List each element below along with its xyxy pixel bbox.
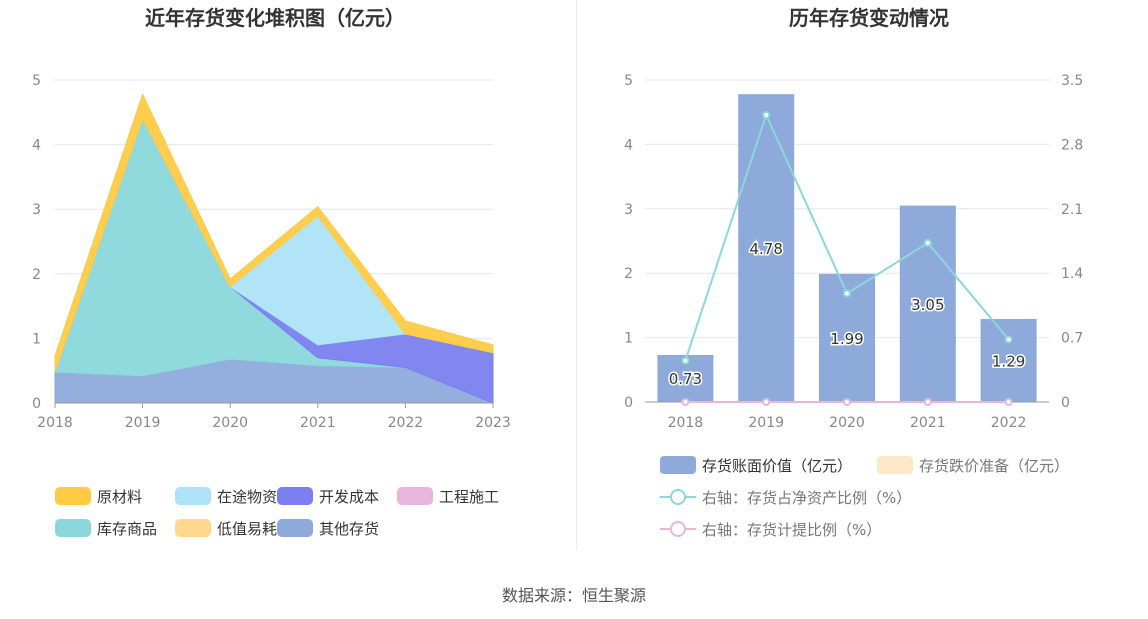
x-tick-label: 2019: [748, 415, 784, 431]
legend-swatch: [277, 519, 313, 537]
legend-label: 原材料: [97, 488, 142, 506]
legend-label: 工程施工: [439, 488, 499, 506]
line-point: [681, 398, 690, 406]
x-tick-label: 2021: [300, 415, 336, 431]
x-tick-label: 2020: [212, 415, 248, 431]
line-point: [681, 356, 690, 365]
x-tick-label: 2021: [910, 415, 946, 431]
bar-data-label: 1.99: [830, 330, 863, 348]
area-series: [54, 92, 494, 373]
y2-tick-label: 2.8: [1061, 137, 1083, 153]
y-tick-label: 1: [624, 331, 633, 347]
y-tick-label: 2: [32, 267, 41, 283]
line-point: [762, 110, 771, 119]
legend-swatch: [175, 519, 211, 537]
bar: [980, 318, 1037, 402]
bar: [899, 205, 956, 402]
bar-data-label: 3.05: [911, 296, 944, 314]
legend-label: 其他存货: [319, 520, 379, 538]
legend-marker: [670, 521, 686, 537]
bar-line-chart: 0 1 2 3 4 5 0 0.7 1.4 2.1 2.8 3.5 0.73 4.78 1.99 3.05 1.…: [624, 73, 1083, 539]
right-chart-title: 历年存货变动情况: [789, 6, 949, 30]
line-point: [762, 398, 771, 406]
x-tick-label: 2018: [668, 415, 704, 431]
bar-data-label: 1.29: [992, 352, 1025, 370]
legend-label: 存货跌价准备（亿元）: [919, 457, 1069, 475]
y-tick-label: 2: [624, 266, 633, 282]
x-tick-label: 2019: [125, 415, 161, 431]
x-tick-label: 2020: [829, 415, 865, 431]
x-tick-label: 2022: [388, 415, 424, 431]
y-tick-label: 4: [32, 138, 41, 154]
y2-tick-label: 0: [1061, 395, 1070, 411]
legend-label: 存货账面价值（亿元）: [702, 457, 852, 475]
legend-label: 低值易耗品: [217, 520, 292, 538]
line-point: [843, 289, 851, 298]
bar: [738, 94, 795, 402]
legend-label: 开发成本: [319, 488, 379, 506]
y-tick-label: 3: [624, 202, 633, 218]
y-tick-label: 5: [624, 73, 633, 89]
x-tick-label: 2018: [37, 415, 73, 431]
stacked-area-chart: 0 1 2 3 4 5 2018 2019 2020 2021 2022 2023 原材料 在途物资 开发成…: [32, 73, 511, 538]
x-tick-label: 2022: [991, 415, 1027, 431]
line-point: [923, 398, 932, 406]
legend-label: 在途物资: [217, 488, 277, 506]
bar-data-label: 4.78: [749, 240, 782, 258]
y-tick-label: 0: [624, 395, 633, 411]
line-point: [1004, 398, 1013, 406]
y-tick-label: 1: [32, 331, 41, 347]
legend-swatch: [660, 456, 696, 474]
legend-swatch: [55, 487, 91, 505]
legend-swatch: [877, 456, 913, 474]
legend-swatch: [277, 487, 313, 505]
legend-swatch: [397, 487, 433, 505]
y2-tick-label: 3.5: [1061, 73, 1083, 89]
legend-label: 右轴：存货占净资产比例（%）: [702, 489, 911, 507]
chart-divider: [576, 0, 577, 550]
legend-swatch: [175, 487, 211, 505]
left-chart-title: 近年存货变化堆积图（亿元）: [145, 6, 405, 30]
legend-marker: [670, 489, 686, 505]
y-tick-label: 4: [624, 137, 633, 153]
line-point: [843, 398, 851, 406]
y2-tick-label: 1.4: [1061, 266, 1083, 282]
y2-tick-label: 0.7: [1061, 331, 1083, 347]
data-source: 数据来源：恒生聚源: [501, 586, 647, 605]
line-point: [923, 238, 932, 247]
legend-swatch: [55, 519, 91, 537]
y-tick-label: 3: [32, 202, 41, 218]
y2-tick-label: 2.1: [1061, 202, 1083, 218]
bar-data-label: 0.73: [669, 370, 702, 388]
line-point: [1004, 335, 1013, 344]
legend-label: 右轴：存货计提比例（%）: [702, 521, 881, 539]
y-tick-label: 5: [32, 73, 41, 89]
y-tick-label: 0: [32, 396, 41, 412]
x-tick-label: 2023: [475, 415, 511, 431]
legend-label: 库存商品: [97, 520, 157, 538]
